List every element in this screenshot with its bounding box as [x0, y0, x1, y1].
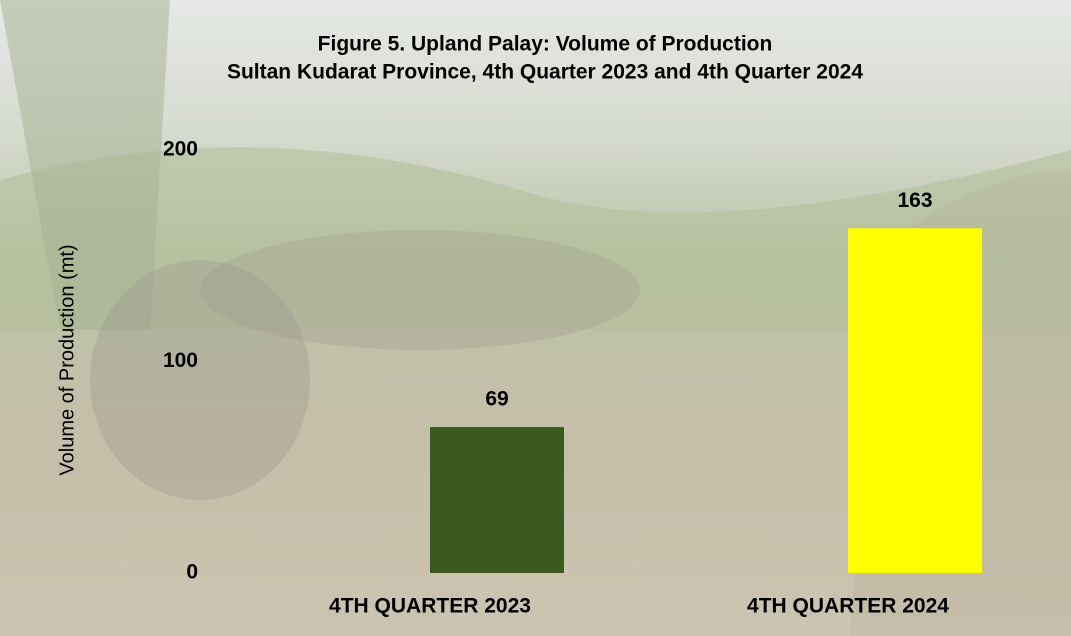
- y-tick-label: 100: [163, 349, 198, 372]
- x-tick-label: 4TH QUARTER 2023: [329, 595, 531, 618]
- chart: Figure 5. Upland Palay: Volume of Produc…: [0, 0, 1071, 636]
- data-label: 163: [897, 189, 932, 212]
- x-tick-label: 4TH QUARTER 2024: [747, 595, 949, 618]
- y-tick-label: 200: [163, 138, 198, 161]
- y-tick-label: 0: [186, 561, 198, 584]
- chart-title: Figure 5. Upland Palay: Volume of Produc…: [318, 33, 773, 56]
- y-axis-label: Volume of Production (mt): [56, 244, 78, 475]
- bar: [848, 228, 982, 573]
- data-label: 69: [485, 388, 508, 411]
- bar: [430, 427, 564, 573]
- chart-subtitle: Sultan Kudarat Province, 4th Quarter 202…: [227, 61, 863, 84]
